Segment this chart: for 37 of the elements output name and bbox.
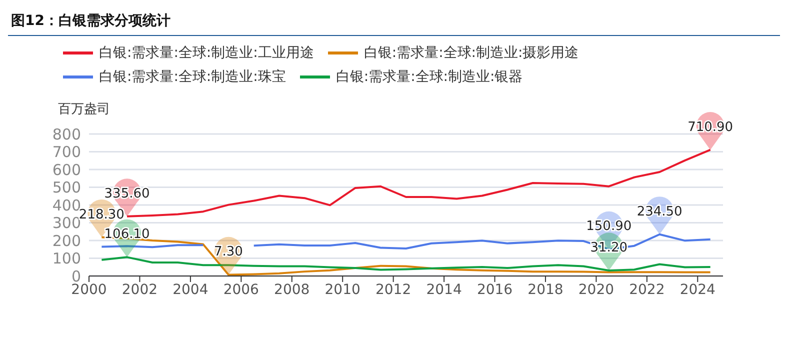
y-tick-label: 100 — [52, 250, 81, 268]
x-tick-label: 2024 — [680, 282, 716, 298]
x-tick-label: 2018 — [528, 282, 564, 298]
legend-label: 白银:需求量:全球:制造业:摄影用途 — [364, 44, 579, 62]
data-label: 7.30 — [214, 244, 243, 260]
x-tick-label: 2012 — [376, 282, 412, 298]
y-tick-label: 200 — [52, 232, 81, 250]
x-tick-label: 2014 — [426, 282, 462, 298]
x-tick-label: 2006 — [223, 282, 260, 298]
data-label: 218.30 — [78, 207, 124, 222]
legend-label: 白银:需求量:全球:制造业:银器 — [336, 68, 523, 86]
pin-callout: 234.50 — [636, 196, 682, 234]
x-tick-label: 2004 — [172, 282, 208, 298]
data-label: 335.60 — [104, 186, 150, 202]
chart-title: 图12：白银需求分项统计 — [8, 8, 780, 36]
y-tick-label: 600 — [52, 160, 81, 179]
x-tick-label: 2016 — [476, 282, 513, 298]
x-tick-label: 2010 — [324, 282, 360, 298]
x-tick-label: 2008 — [274, 282, 310, 298]
data-label: 150.90 — [586, 219, 632, 234]
line-series — [100, 256, 712, 272]
x-tick-label: 2000 — [71, 282, 107, 298]
y-tick-label: 700 — [52, 143, 81, 162]
legend-label: 白银:需求量:全球:制造业:工业用途 — [99, 44, 314, 62]
y-axis-title: 百万盎司 — [58, 101, 110, 118]
data-label: 710.90 — [688, 120, 734, 135]
y-tick-label: 500 — [52, 178, 81, 197]
x-tick-label: 2002 — [122, 282, 158, 298]
data-label: 234.50 — [636, 204, 682, 220]
pin-callout: 7.30 — [214, 236, 243, 275]
x-tick-label: 2022 — [629, 282, 665, 298]
y-tick-label: 300 — [52, 214, 81, 232]
legend-label: 白银:需求量:全球:制造业:珠宝 — [99, 68, 286, 86]
x-tick-label: 2020 — [578, 282, 614, 298]
pin-callout: 710.90 — [688, 112, 734, 150]
y-tick-label: 800 — [52, 125, 81, 144]
y-tick-label: 400 — [52, 196, 81, 214]
